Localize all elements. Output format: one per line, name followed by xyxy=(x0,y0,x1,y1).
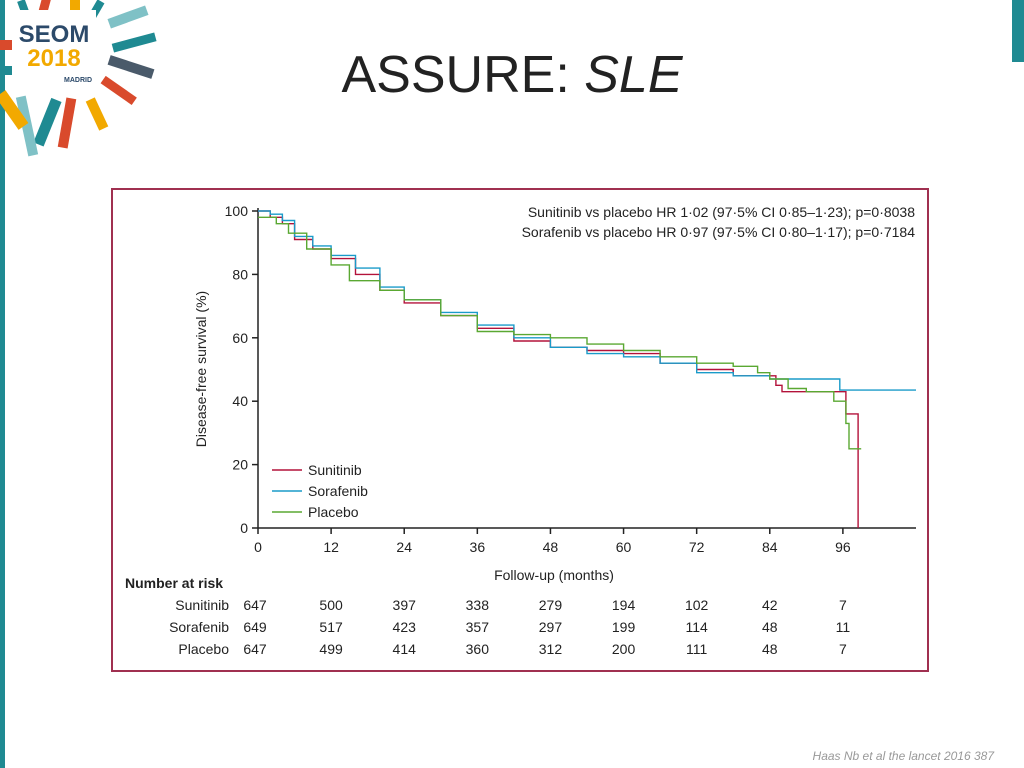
risk-count: 649 xyxy=(243,619,267,635)
logo-text-year: 2018 xyxy=(27,45,80,72)
y-axis-label: Disease-free survival (%) xyxy=(193,291,209,447)
risk-count: 200 xyxy=(612,641,636,657)
slide-title: ASSURE: SLE xyxy=(0,40,1024,110)
legend: Sunitinib Sorafenib Placebo xyxy=(272,462,368,520)
x-tick-label: 0 xyxy=(254,539,262,555)
risk-count: 647 xyxy=(243,597,267,613)
risk-count: 647 xyxy=(243,641,267,657)
legend-label-placebo: Placebo xyxy=(308,504,359,520)
legend-label-sunitinib: Sunitinib xyxy=(308,462,362,478)
risk-count: 357 xyxy=(466,619,490,635)
risk-count: 499 xyxy=(319,641,343,657)
risk-row-label: Sorafenib xyxy=(169,619,229,635)
hr-annotation-sunitinib: Sunitinib vs placebo HR 1·02 (97·5% CI 0… xyxy=(528,204,915,220)
x-axis-label: Follow-up (months) xyxy=(494,567,614,583)
risk-count: 7 xyxy=(839,597,847,613)
km-chart: 0 20 40 60 80 100 0 12 24 36 48 60 72 84 96 Sunitinib … xyxy=(125,203,916,657)
x-tick-label: 60 xyxy=(616,539,632,555)
risk-count: 199 xyxy=(612,619,636,635)
risk-count: 312 xyxy=(539,641,563,657)
right-accent-bar xyxy=(1012,0,1024,62)
risk-count: 48 xyxy=(762,641,778,657)
y-tick-label: 20 xyxy=(232,457,248,473)
risk-count: 114 xyxy=(686,619,709,635)
risk-count: 194 xyxy=(612,597,636,613)
survival-curve-sunitinib xyxy=(258,210,859,528)
risk-count: 423 xyxy=(393,619,417,635)
survival-curve-sorafenib xyxy=(258,210,916,391)
risk-count: 414 xyxy=(393,641,417,657)
x-tick-label: 24 xyxy=(396,539,412,555)
x-tick-label: 48 xyxy=(543,539,559,555)
risk-count: 111 xyxy=(686,641,707,657)
chart-frame xyxy=(111,188,929,672)
risk-count: 338 xyxy=(466,597,490,613)
risk-count: 279 xyxy=(539,597,563,613)
seom-logo: SEOM 2018 MADRID xyxy=(0,0,157,157)
risk-count: 517 xyxy=(319,619,343,635)
y-tick-label: 0 xyxy=(240,520,248,536)
y-tick-label: 100 xyxy=(225,203,249,219)
logo-badge xyxy=(12,10,96,92)
risk-count: 397 xyxy=(393,597,417,613)
risk-count: 7 xyxy=(839,641,847,657)
y-tick-label: 60 xyxy=(232,330,248,346)
y-tick-label: 80 xyxy=(232,266,248,282)
risk-row-label: Sunitinib xyxy=(175,597,229,613)
legend-label-sorafenib: Sorafenib xyxy=(308,483,368,499)
risk-count: 360 xyxy=(466,641,490,657)
survival-curves xyxy=(258,210,916,528)
risk-count: 11 xyxy=(836,619,851,635)
risk-row-label: Placebo xyxy=(178,641,229,657)
left-accent-bar xyxy=(0,0,5,768)
x-tick-label: 84 xyxy=(762,539,778,555)
logo-text-city: MADRID xyxy=(64,77,92,84)
risk-count: 297 xyxy=(539,619,563,635)
x-tick-label: 36 xyxy=(470,539,486,555)
risk-table-title: Number at risk xyxy=(125,575,223,591)
risk-count: 42 xyxy=(762,597,778,613)
y-tick-label: 40 xyxy=(232,393,248,409)
risk-table: Sunitinib 647 500 397 338 279 194 102 42 7 Sorafen… xyxy=(169,597,850,657)
logo-text-seom: SEOM xyxy=(19,21,90,48)
slide-title-main: ASSURE: xyxy=(341,46,585,104)
x-tick-label: 96 xyxy=(835,539,851,555)
x-tick-label: 12 xyxy=(323,539,339,555)
survival-curve-placebo xyxy=(258,216,862,450)
slide-title-italic: SLE xyxy=(584,46,683,104)
hr-annotation-sorafenib: Sorafenib vs placebo HR 0·97 (97·5% CI 0… xyxy=(522,224,916,240)
chart-texts: Sunitinib vs placebo HR 1·02 (97·5% CI 0… xyxy=(125,204,915,591)
risk-count: 102 xyxy=(685,597,709,613)
x-tick-label: 72 xyxy=(689,539,705,555)
risk-count: 500 xyxy=(319,597,343,613)
risk-count: 48 xyxy=(762,619,778,635)
citation: Haas Nb et al the lancet 2016 387 xyxy=(812,749,994,763)
axes: 0 20 40 60 80 100 0 12 24 36 48 60 72 84 96 xyxy=(225,203,916,555)
